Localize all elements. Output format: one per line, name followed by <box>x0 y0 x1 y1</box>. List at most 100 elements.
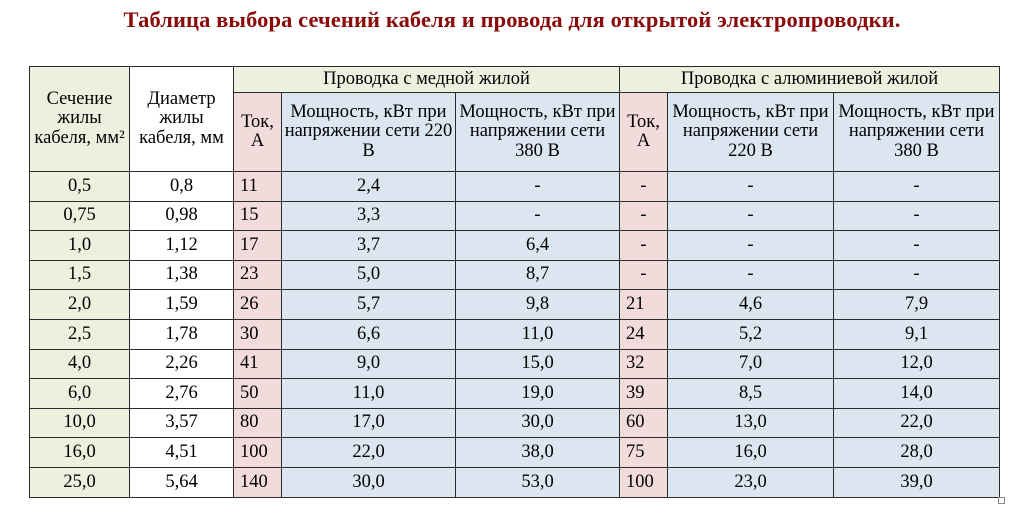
table-row: 0,75 0,98 15 3,3 - - - - <box>29 200 1000 232</box>
cell-copper-power-380: 30,0 <box>455 407 620 439</box>
cell-diameter: 1,78 <box>129 318 234 350</box>
cell-diameter: 0,98 <box>129 200 234 232</box>
page-title: Таблица выбора сечений кабеля и провода … <box>123 7 901 32</box>
table-row: 25,0 5,64 140 30,0 53,0 100 23,0 39,0 <box>29 466 1000 498</box>
cell-diameter: 2,26 <box>129 348 234 380</box>
cell-aluminum-current: 100 <box>619 466 668 498</box>
cell-aluminum-power-220: - <box>667 259 834 291</box>
cell-copper-power-220: 30,0 <box>281 466 456 498</box>
cell-aluminum-power-380: 9,1 <box>833 318 1000 350</box>
cell-section: 0,5 <box>29 171 130 202</box>
cell-aluminum-power-220: 5,2 <box>667 318 834 350</box>
cell-copper-current: 30 <box>233 318 282 350</box>
header-copper-power-220: Мощность, кВт при напряжении сети 220 В <box>281 92 456 172</box>
cell-copper-power-380: - <box>455 171 620 202</box>
cell-aluminum-power-220: - <box>667 171 834 202</box>
cell-copper-current: 17 <box>233 230 282 261</box>
cell-copper-power-380: 9,8 <box>455 289 620 320</box>
cell-aluminum-power-220: - <box>667 230 834 261</box>
cell-aluminum-current: 21 <box>619 289 668 320</box>
cell-aluminum-power-220: 23,0 <box>667 466 834 498</box>
cell-section: 0,75 <box>29 200 130 232</box>
cell-aluminum-current: 60 <box>619 407 668 439</box>
cell-copper-power-380: 6,4 <box>455 230 620 261</box>
cell-copper-current: 80 <box>233 407 282 439</box>
cell-copper-power-220: 5,7 <box>281 289 456 320</box>
cell-aluminum-current: - <box>619 171 668 202</box>
cell-aluminum-current: - <box>619 230 668 261</box>
cell-copper-power-220: 11,0 <box>281 378 456 409</box>
cell-section: 10,0 <box>29 407 130 439</box>
cell-copper-power-220: 3,3 <box>281 200 456 232</box>
cell-diameter: 0,8 <box>129 171 234 202</box>
cell-copper-power-380: 11,0 <box>455 318 620 350</box>
cell-section: 25,0 <box>29 466 130 498</box>
cell-aluminum-power-220: - <box>667 200 834 232</box>
cell-aluminum-power-380: 7,9 <box>833 289 1000 320</box>
resize-handle[interactable] <box>998 497 1005 504</box>
cell-copper-power-220: 3,7 <box>281 230 456 261</box>
cell-copper-current: 140 <box>233 466 282 498</box>
cell-diameter: 1,59 <box>129 289 234 320</box>
cell-diameter: 4,51 <box>129 437 234 468</box>
cell-copper-current: 11 <box>233 171 282 202</box>
header-aluminum-power-380: Мощность, кВт при напряжении сети 380 В <box>833 92 1000 172</box>
header-aluminum-current: Ток, А <box>619 92 668 172</box>
cell-aluminum-power-380: 12,0 <box>833 348 1000 380</box>
cell-diameter: 1,38 <box>129 259 234 291</box>
cell-aluminum-power-380: - <box>833 171 1000 202</box>
cell-copper-power-380: 53,0 <box>455 466 620 498</box>
cell-section: 2,0 <box>29 289 130 320</box>
table-row: 1,5 1,38 23 5,0 8,7 - - - <box>29 259 1000 291</box>
cell-aluminum-power-220: 7,0 <box>667 348 834 380</box>
cell-copper-power-380: 15,0 <box>455 348 620 380</box>
table-row: 1,0 1,12 17 3,7 6,4 - - - <box>29 230 1000 261</box>
cell-section: 2,5 <box>29 318 130 350</box>
cell-copper-power-220: 22,0 <box>281 437 456 468</box>
cell-copper-power-380: 38,0 <box>455 437 620 468</box>
cell-aluminum-power-220: 13,0 <box>667 407 834 439</box>
table-row: 2,5 1,78 30 6,6 11,0 24 5,2 9,1 <box>29 318 1000 350</box>
cell-diameter: 2,76 <box>129 378 234 409</box>
cell-aluminum-power-220: 16,0 <box>667 437 834 468</box>
table-row: 10,0 3,57 80 17,0 30,0 60 13,0 22,0 <box>29 407 1000 439</box>
cell-aluminum-current: - <box>619 200 668 232</box>
cell-copper-power-220: 2,4 <box>281 171 456 202</box>
cell-copper-power-380: 19,0 <box>455 378 620 409</box>
header-aluminum-group: Проводка с алюминиевой жилой <box>619 66 1000 93</box>
cell-aluminum-current: 75 <box>619 437 668 468</box>
cell-copper-current: 100 <box>233 437 282 468</box>
cell-aluminum-power-220: 8,5 <box>667 378 834 409</box>
cell-copper-current: 50 <box>233 378 282 409</box>
table-row: 6,0 2,76 50 11,0 19,0 39 8,5 14,0 <box>29 378 1000 409</box>
cell-aluminum-power-380: 28,0 <box>833 437 1000 468</box>
table-row: 16,0 4,51 100 22,0 38,0 75 16,0 28,0 <box>29 437 1000 468</box>
cell-section: 1,0 <box>29 230 130 261</box>
cable-table: Сечение жилы кабеля, мм² Диаметр жилы ка… <box>29 66 1000 498</box>
cell-diameter: 3,57 <box>129 407 234 439</box>
header-copper-current: Ток, А <box>233 92 282 172</box>
cell-aluminum-current: 24 <box>619 318 668 350</box>
cell-aluminum-power-380: 14,0 <box>833 378 1000 409</box>
cell-copper-power-380: - <box>455 200 620 232</box>
header-section: Сечение жилы кабеля, мм² <box>29 66 130 172</box>
cell-aluminum-power-380: 22,0 <box>833 407 1000 439</box>
table-row: 2,0 1,59 26 5,7 9,8 21 4,6 7,9 <box>29 289 1000 320</box>
cell-copper-power-380: 8,7 <box>455 259 620 291</box>
cell-aluminum-current: 39 <box>619 378 668 409</box>
cell-copper-current: 26 <box>233 289 282 320</box>
header-diameter: Диаметр жилы кабеля, мм <box>129 66 234 172</box>
cell-section: 1,5 <box>29 259 130 291</box>
cell-copper-power-220: 5,0 <box>281 259 456 291</box>
header-aluminum-power-220: Мощность, кВт при напряжении сети 220 В <box>667 92 834 172</box>
cell-diameter: 5,64 <box>129 466 234 498</box>
cell-copper-current: 41 <box>233 348 282 380</box>
cell-aluminum-current: - <box>619 259 668 291</box>
cell-section: 4,0 <box>29 348 130 380</box>
cell-section: 16,0 <box>29 437 130 468</box>
header-copper-power-380: Мощность, кВт при напряжении сети 380 В <box>455 92 620 172</box>
cell-aluminum-power-380: - <box>833 259 1000 291</box>
cell-aluminum-power-380: - <box>833 230 1000 261</box>
cell-aluminum-power-380: 39,0 <box>833 466 1000 498</box>
cell-copper-power-220: 9,0 <box>281 348 456 380</box>
